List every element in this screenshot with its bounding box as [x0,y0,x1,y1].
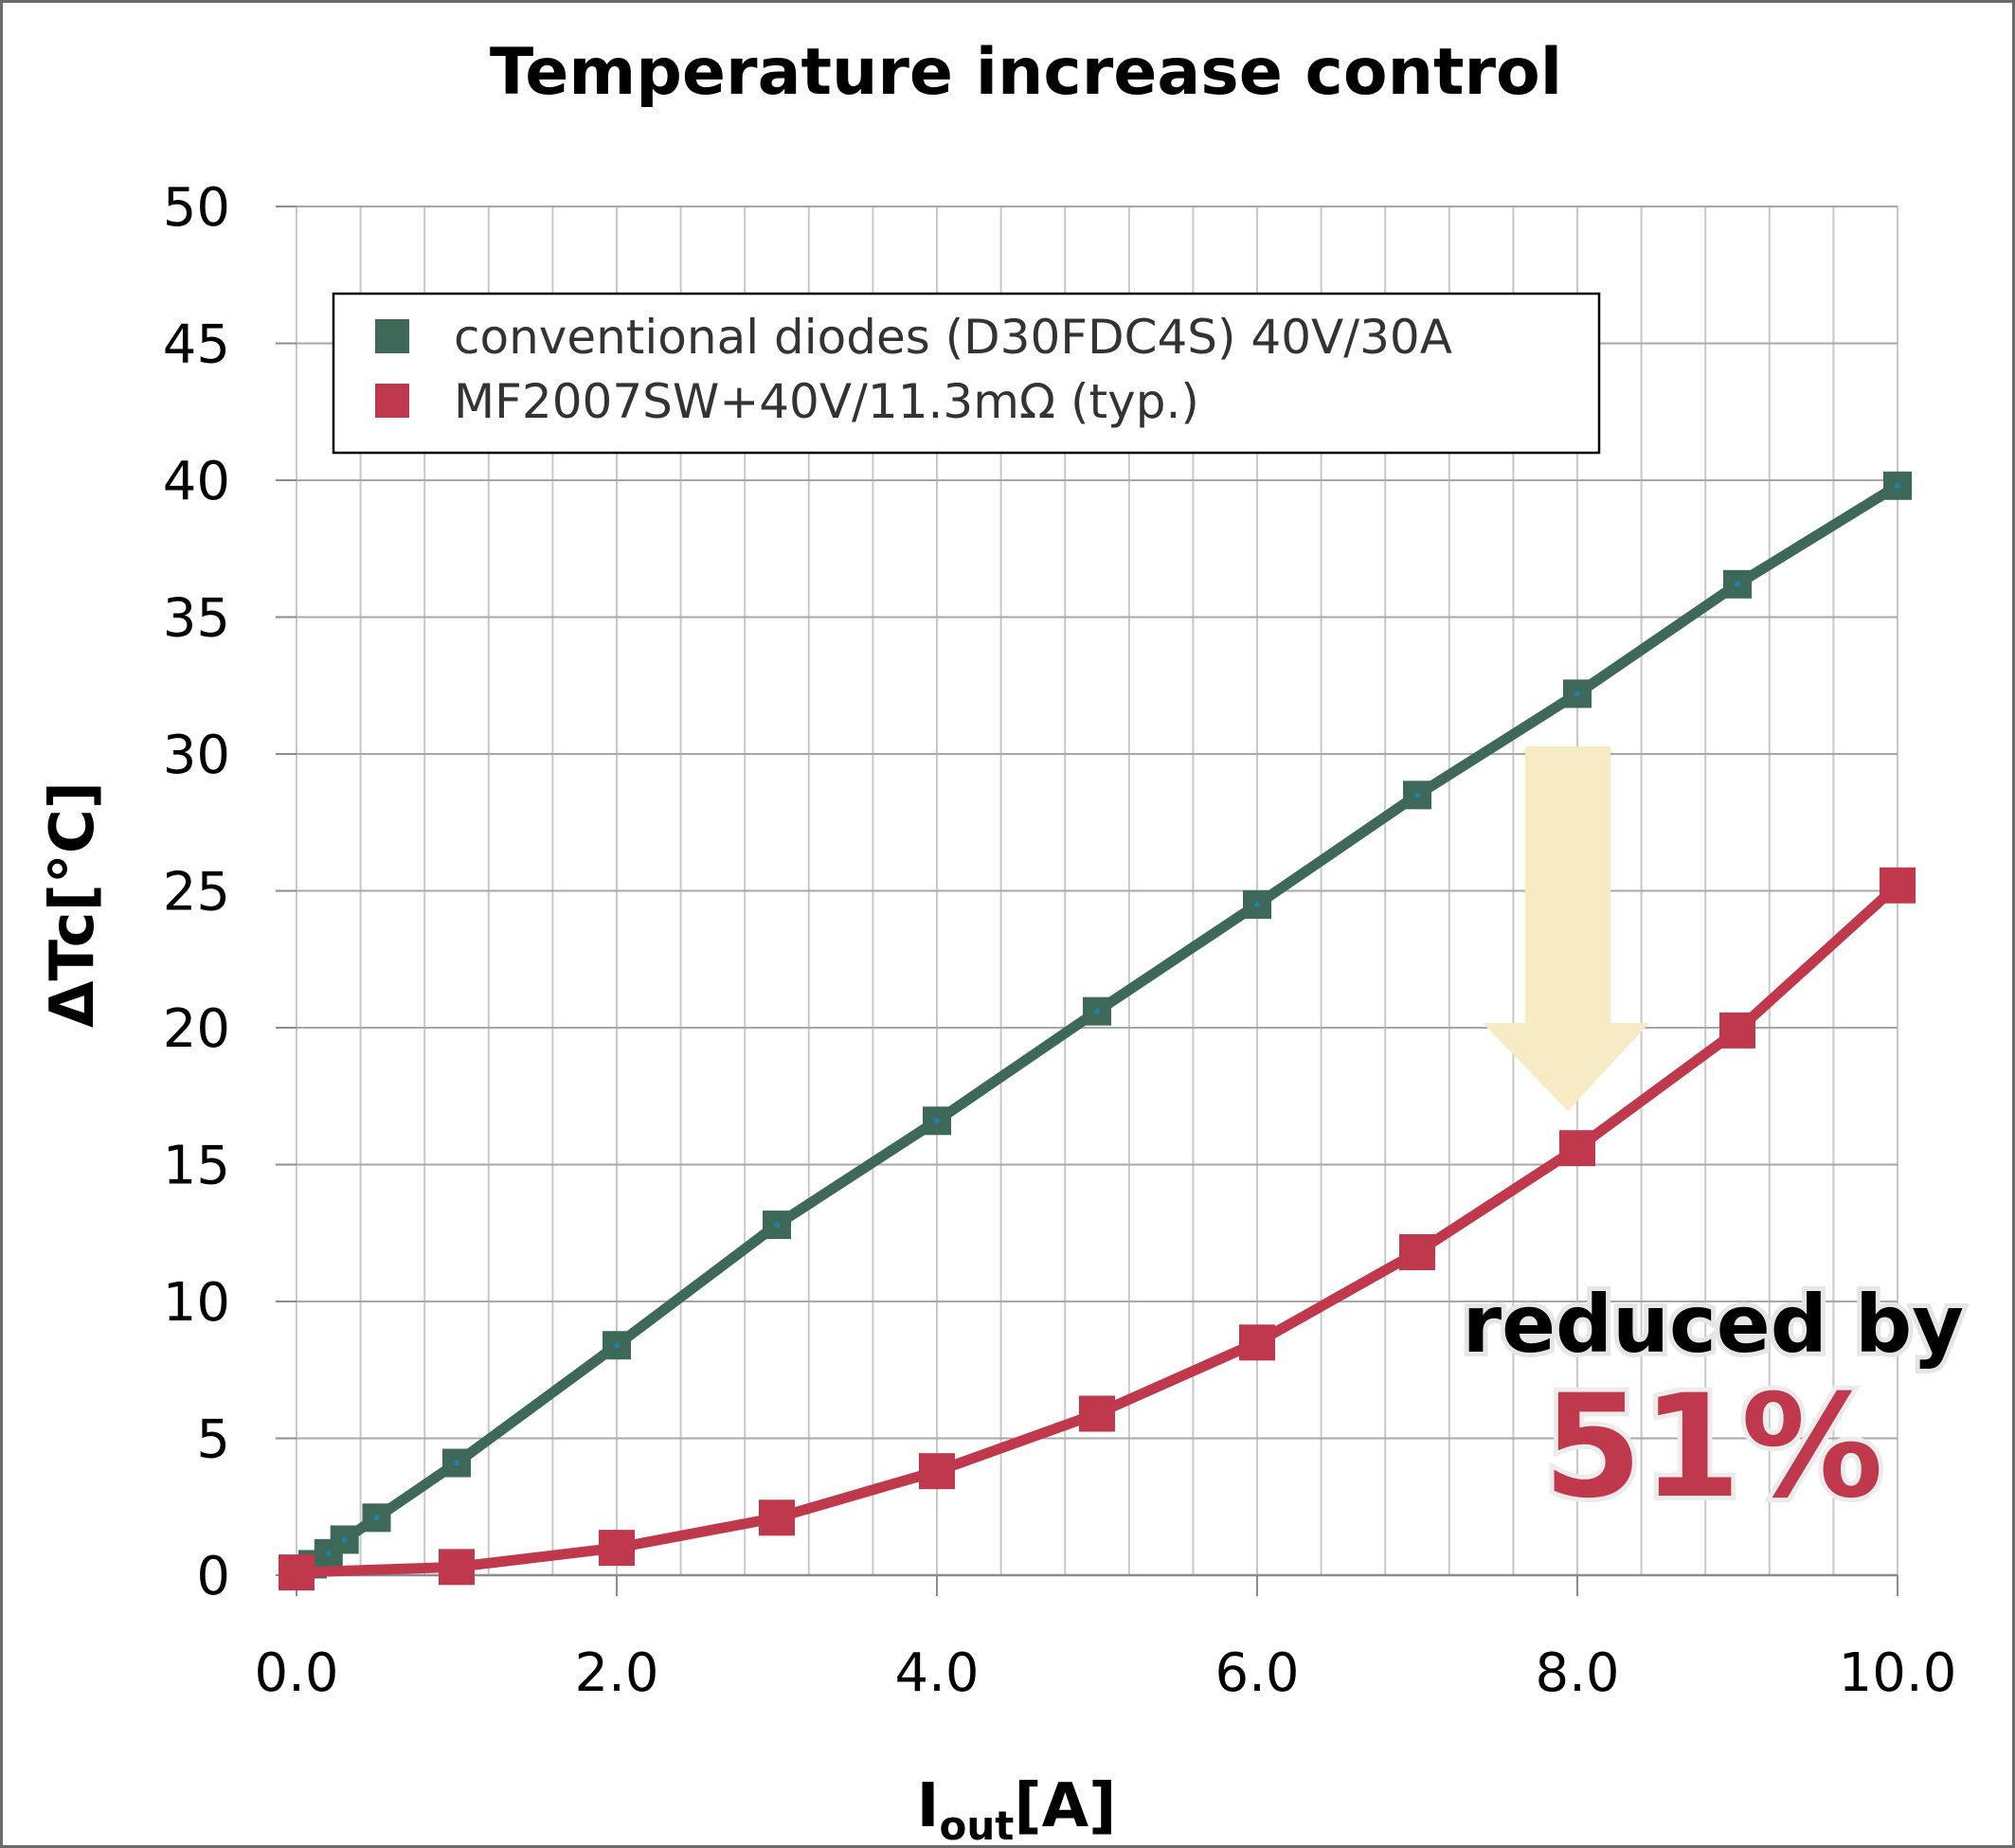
x-tick-label: 4.0 [894,1642,979,1704]
x-tick-label: 10.0 [1839,1642,1957,1704]
data-point-center [1094,1008,1100,1014]
data-point-center [1574,691,1580,697]
y-tick-label: 45 [163,314,230,376]
y-tick-label: 0 [196,1546,230,1607]
data-point [1559,1130,1595,1167]
data-point-center [1414,792,1420,798]
x-axis-title-main: I [917,1771,940,1841]
data-point-center [454,1460,459,1466]
reduction-arrow-icon [1483,746,1649,1111]
data-point [439,1549,475,1586]
data-point-center [1254,901,1260,907]
y-tick-label: 30 [163,725,230,786]
x-tick-label: 6.0 [1214,1642,1299,1704]
legend-label-conventional: conventional diodes (D30FDC4S) 40V/30A [454,310,1452,365]
series-mf2007sw [279,867,1916,1591]
y-tick-label: 35 [163,588,230,650]
x-tick-label: 8.0 [1535,1642,1619,1704]
y-axis-ticks: 0 5 10 15 20 25 30 35 40 45 50 [163,177,297,1607]
data-point [759,1499,795,1536]
legend-swatch-conventional [375,319,409,353]
data-point-center [325,1550,332,1556]
data-point-center [341,1536,348,1543]
legend-swatch-mf2007sw [375,384,409,418]
y-tick-label: 40 [163,451,230,512]
y-tick-label: 15 [163,1136,230,1197]
chart-title: Temperature increase control [490,35,1562,110]
y-tick-label: 10 [163,1272,230,1334]
series-lines [279,471,1916,1591]
x-tick-label: 2.0 [574,1642,658,1704]
chart-svg: Temperature increase control 0.0 2.0 4.0 6.… [38,35,1969,1848]
data-point [599,1530,635,1567]
data-point-center [373,1515,380,1521]
data-point [1719,1012,1755,1049]
y-tick-label: 50 [163,177,230,239]
y-tick-label: 20 [163,998,230,1060]
data-point [1880,867,1916,904]
legend: conventional diodes (D30FDC4S) 40V/30A M… [332,292,1601,455]
reduction-callout-text: reduced by [1463,1278,1964,1371]
x-tick-label: 0.0 [254,1642,338,1704]
x-axis-title-unit: [A] [1014,1771,1116,1841]
legend-label-mf2007sw: MF2007SW+40V/11.3mΩ (typ.) [454,374,1199,429]
y-tick-label: 25 [163,862,230,924]
data-point [919,1453,955,1490]
data-point [1399,1233,1435,1270]
data-point-center [1895,482,1900,489]
data-point [1239,1324,1275,1361]
y-tick-label: 5 [196,1409,230,1471]
x-axis-title: Iout[A] [917,1771,1117,1848]
x-axis-ticks: 0.0 2.0 4.0 6.0 8.0 10.0 [254,1575,1956,1704]
data-point [1079,1395,1115,1432]
y-axis-title: ΔTc[°C] [38,781,108,1028]
data-point-center [934,1118,940,1124]
reduction-percentage: 51% [1543,1365,1883,1530]
data-point [279,1554,315,1591]
data-point-center [774,1222,780,1229]
series-conventional-diodes [282,471,1912,1589]
legend-box [332,292,1601,455]
data-point-center [1735,581,1740,587]
x-axis-title-subscript: out [939,1803,1014,1848]
data-point-center [614,1342,620,1349]
